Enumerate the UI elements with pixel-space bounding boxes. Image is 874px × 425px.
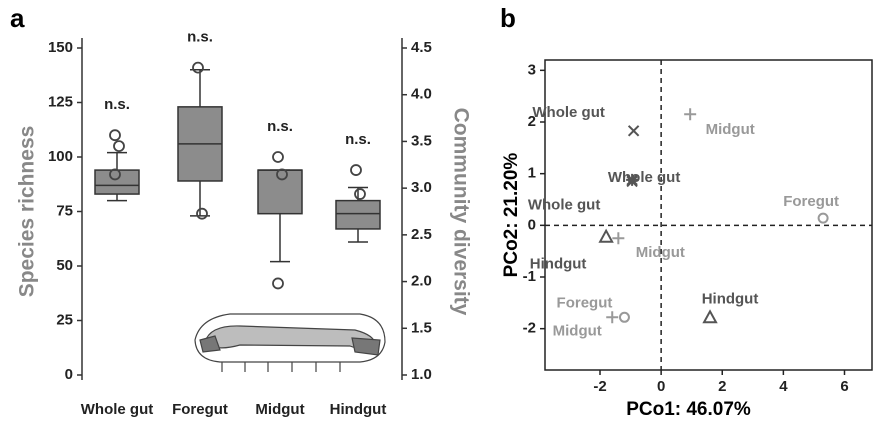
outlier	[272, 277, 284, 290]
x-tick-label: Hindgut	[330, 401, 387, 418]
point	[626, 175, 638, 188]
point-label: Whole gut	[608, 169, 680, 186]
x-tick-label: 2	[718, 378, 726, 395]
box	[94, 169, 140, 195]
point	[817, 212, 829, 224]
x-tick-label: 4	[779, 378, 788, 395]
point-label: Whole gut	[528, 196, 600, 213]
y-tick-label: -2	[523, 320, 536, 337]
outlier	[196, 207, 208, 220]
point	[702, 309, 718, 324]
x-tick-label: -2	[593, 378, 606, 395]
point-label: Hindgut	[702, 290, 759, 307]
y2-tick-label: 4.0	[411, 86, 432, 103]
y-tick-label: 0	[65, 366, 73, 383]
point	[612, 232, 625, 245]
outlier	[109, 168, 121, 181]
y-tick-label: 2	[528, 113, 536, 130]
y-tick-label: 125	[48, 93, 73, 110]
x-tick-label: 0	[657, 378, 665, 395]
point-label: Midgut	[706, 121, 755, 138]
y2-tick-label: 2.5	[411, 226, 432, 243]
point-label: Midgut	[553, 322, 602, 339]
y2-tick-label: 3.5	[411, 132, 432, 149]
significance-label: n.s.	[345, 131, 371, 148]
significance-label: n.s.	[104, 96, 130, 113]
y2-tick-label: 3.0	[411, 179, 432, 196]
y-tick-label: 50	[56, 257, 73, 274]
outlier	[350, 164, 362, 176]
panel-label: a	[10, 3, 25, 33]
outlier	[272, 151, 284, 163]
panel-label: b	[500, 3, 516, 33]
y2-tick-label: 4.5	[411, 39, 432, 56]
x-tick-label: Foregut	[172, 401, 228, 418]
outlier	[109, 129, 121, 142]
x-tick-label: Midgut	[255, 401, 304, 418]
y-tick-label: 100	[48, 148, 73, 165]
point	[626, 173, 639, 186]
point-label: Midgut	[636, 244, 685, 261]
y2-tick-label: 2.0	[411, 273, 432, 290]
point-label: Hindgut	[530, 256, 587, 273]
y-tick-label: 3	[528, 61, 536, 78]
y2-axis-label: Community diversity	[449, 108, 472, 316]
y-tick-label: 0	[528, 216, 536, 233]
plot-frame	[544, 59, 873, 371]
y-tick-label: 75	[56, 202, 73, 219]
x-tick-label: Whole gut	[81, 401, 153, 418]
y2-tick-label: 1.5	[411, 319, 432, 336]
larva-illustration	[194, 313, 386, 372]
y-axis-label: PCo2: 21.20%	[501, 153, 522, 278]
point	[618, 311, 630, 323]
box	[335, 199, 381, 230]
y-tick-label: 1	[528, 165, 536, 182]
y-tick-label: 25	[56, 311, 73, 328]
significance-label: n.s.	[187, 29, 213, 46]
x-tick-label: 6	[840, 378, 848, 395]
point	[684, 108, 697, 121]
point-label: Whole gut	[532, 104, 604, 121]
outlier	[276, 168, 288, 181]
y-axis-label: Species richness	[16, 126, 39, 298]
point-label: Foregut	[557, 294, 613, 311]
y-tick-label: -1	[523, 268, 536, 285]
y-tick-label: 150	[48, 39, 73, 56]
point-label: Foregut	[783, 193, 839, 210]
significance-label: n.s.	[267, 118, 293, 135]
outlier	[192, 61, 204, 74]
outlier	[354, 188, 366, 200]
point	[598, 228, 614, 243]
box	[257, 169, 303, 215]
point	[627, 125, 640, 137]
x-axis-label: PCo1: 46.07%	[626, 399, 751, 420]
y2-tick-label: 1.0	[411, 366, 432, 383]
point	[606, 311, 619, 324]
outlier	[113, 140, 125, 153]
